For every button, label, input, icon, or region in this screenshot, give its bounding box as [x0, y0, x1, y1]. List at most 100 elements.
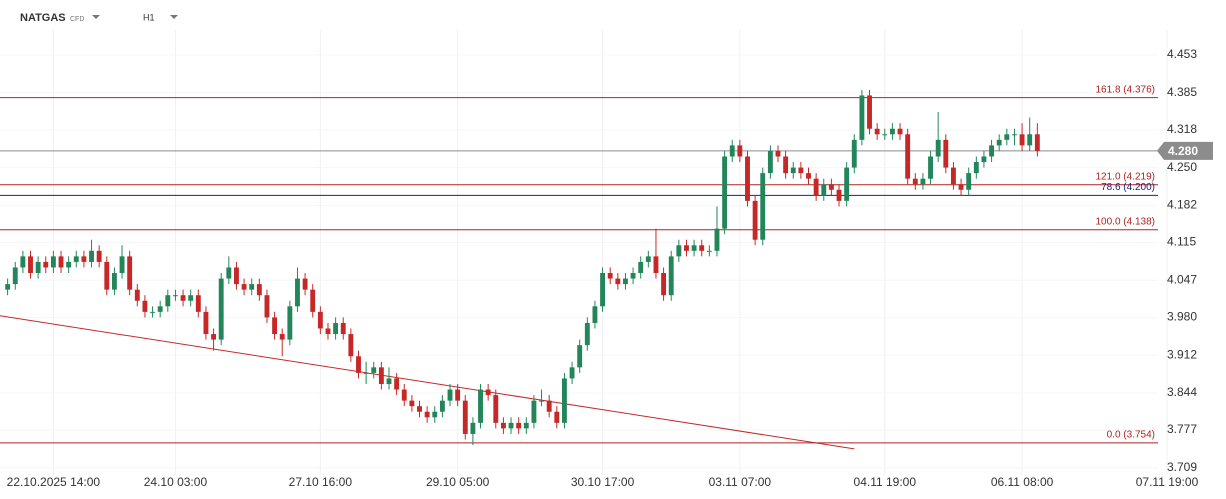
candle-body [958, 184, 964, 190]
fib-level-label: 100.0 (4.138) [1096, 216, 1156, 227]
candle-body [706, 250, 712, 252]
candle-body [363, 372, 369, 374]
candle-body [500, 422, 506, 429]
candle-body [783, 156, 789, 174]
candle-body [828, 184, 834, 190]
x-tick-label: 06.11 08:00 [991, 475, 1054, 489]
candle-body [195, 295, 201, 312]
candle-body [356, 356, 361, 373]
candle-body [844, 167, 850, 201]
candle-body [35, 261, 41, 274]
candle-body [1004, 134, 1010, 140]
candle-body [455, 389, 461, 401]
last-price-label: 4.280 [1168, 144, 1198, 158]
candle-body [432, 411, 438, 418]
candle-body [539, 400, 544, 402]
candle-body [950, 167, 956, 185]
instrument: CFD [70, 16, 84, 23]
candle-body [218, 278, 224, 340]
candle-body [523, 422, 529, 429]
candle-body [653, 256, 659, 274]
candle-body [897, 128, 903, 135]
candle-body [577, 345, 583, 368]
fib-level-label: 121.0 (4.219) [1096, 171, 1156, 182]
candle-body [43, 261, 49, 268]
candle-body [714, 228, 720, 251]
candle-body [508, 422, 514, 429]
x-tick-label: 03.11 07:00 [709, 475, 772, 489]
candle-body [668, 256, 674, 296]
candle-body [203, 311, 209, 335]
candle-body [600, 273, 606, 307]
candle-body [684, 245, 689, 251]
candle-body [569, 367, 575, 379]
candle-body [645, 256, 651, 262]
candle-body [188, 295, 194, 301]
candle-body [249, 284, 255, 290]
candle-body [371, 367, 377, 373]
candle-body [66, 261, 72, 268]
timeframe[interactable]: H1 [143, 12, 155, 22]
candle-body [150, 311, 155, 313]
symbol[interactable]: NATGAS [20, 12, 66, 24]
candle-body [966, 173, 972, 190]
candle-body [638, 261, 644, 274]
y-tick-label: 4.047 [1167, 272, 1197, 286]
candle-body [50, 256, 56, 268]
candle-body [127, 256, 133, 290]
fib-level-label: 78.6 (4.200) [1101, 182, 1155, 193]
candle-body [745, 156, 750, 201]
candle-body [996, 139, 1002, 146]
fib-level-label: 161.8 (4.376) [1096, 84, 1156, 95]
candle-body [234, 267, 239, 285]
timeframe-dropdown[interactable] [170, 15, 178, 19]
candle-body [287, 306, 293, 340]
y-tick-label: 3.980 [1167, 310, 1197, 324]
candle-body [378, 367, 384, 384]
candle-body [256, 284, 262, 296]
candle-body [317, 311, 323, 329]
candle-body [401, 389, 407, 401]
candle-body [607, 273, 613, 279]
candle-body [485, 389, 491, 396]
candle-body [493, 395, 499, 423]
candle-body [531, 400, 537, 423]
candle-body [302, 278, 308, 290]
candle-body [584, 322, 590, 346]
candle-body [905, 134, 911, 179]
last-price-badge [1157, 141, 1213, 160]
candle-body [58, 256, 64, 268]
candle-body [928, 156, 933, 179]
candle-body [973, 162, 979, 174]
x-tick-label: 07.11 19:00 [1136, 475, 1199, 489]
symbol-dropdown[interactable] [92, 15, 100, 19]
candle-body [409, 400, 415, 407]
candle-body [104, 261, 110, 290]
candle-body [790, 167, 796, 174]
candle-body [333, 322, 339, 335]
candle-body [439, 400, 445, 412]
candle-body [989, 145, 995, 157]
candle-body [867, 95, 872, 129]
y-tick-label: 3.777 [1167, 422, 1197, 436]
y-tick-label: 4.250 [1167, 160, 1197, 174]
candle-body [386, 378, 392, 384]
y-tick-label: 4.318 [1167, 122, 1197, 136]
x-tick-label: 29.10 05:00 [426, 475, 490, 489]
fib-level-label: 0.0 (3.754) [1107, 429, 1155, 440]
candle-body [889, 128, 895, 135]
candle-body [882, 134, 888, 136]
candle-body [1019, 134, 1025, 146]
candle-body [157, 306, 163, 312]
candle-body [729, 145, 735, 157]
y-tick-label: 4.182 [1167, 197, 1197, 211]
candle-body [348, 334, 354, 357]
y-tick-label: 4.115 [1167, 235, 1196, 249]
candle-body [295, 278, 300, 307]
candle-body [775, 150, 781, 157]
candle-body [981, 156, 987, 163]
candle-body [554, 411, 560, 423]
candle-body [28, 256, 33, 274]
candle-body [180, 295, 186, 301]
